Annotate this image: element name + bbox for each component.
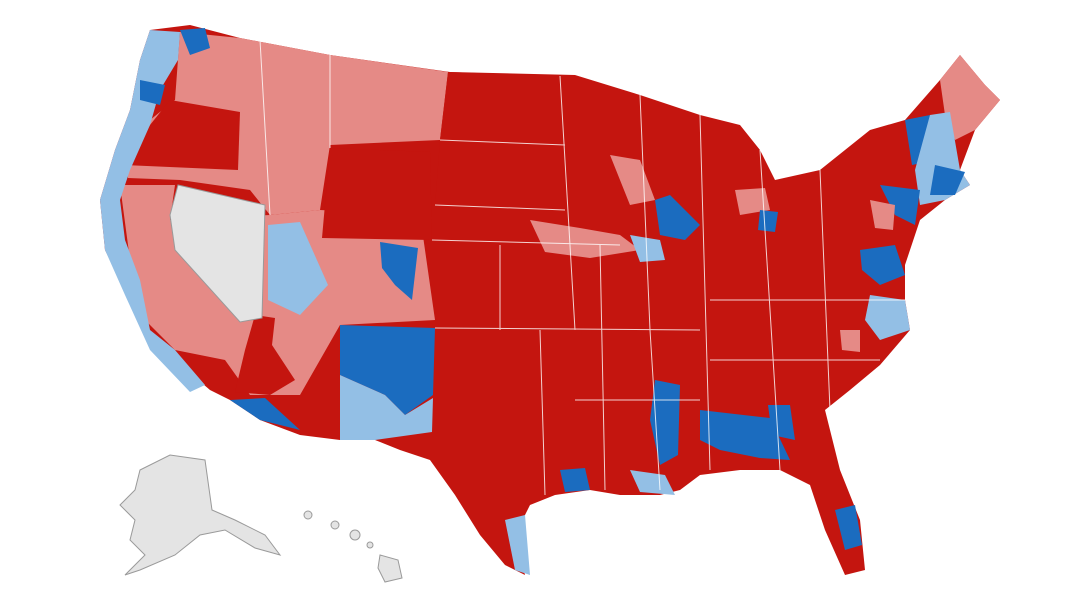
region-dakotas [435, 72, 565, 210]
region-chicago [655, 195, 700, 240]
region-south-texas [505, 515, 530, 575]
region-detroit [758, 210, 778, 232]
region-northwest [125, 32, 448, 215]
region-boston [930, 165, 965, 195]
region-mid-atlantic [860, 245, 905, 285]
region-hawaii [303, 510, 403, 583]
district-boundaries [259, 39, 905, 496]
region-virginia [865, 295, 910, 340]
region-houston [560, 468, 590, 492]
region-pennsylvania-pink [870, 200, 895, 230]
region-colorado [380, 242, 418, 300]
region-alaska [119, 454, 282, 576]
region-atlanta [768, 405, 795, 440]
region-black-belt [700, 410, 790, 460]
region-new-orleans [630, 470, 675, 495]
region-nevada [169, 184, 266, 323]
region-portland [140, 80, 165, 105]
region-illinois [630, 235, 665, 262]
region-pacific-coast [100, 30, 205, 392]
region-iowa-pink [530, 220, 640, 258]
region-new-mexico-south [340, 375, 433, 440]
region-seattle [180, 28, 210, 55]
region-utah-north [268, 222, 328, 315]
region-michigan-pink [735, 188, 770, 215]
region-nc-pink [840, 330, 860, 352]
region-oregon-east [125, 100, 240, 170]
region-arizona-west [235, 315, 295, 395]
region-south-florida [835, 505, 862, 550]
region-maine [940, 55, 1000, 140]
region-nyc [880, 185, 920, 225]
region-new-mexico-north [340, 325, 435, 415]
region-wyoming [322, 148, 432, 240]
region-tucson [230, 398, 300, 430]
